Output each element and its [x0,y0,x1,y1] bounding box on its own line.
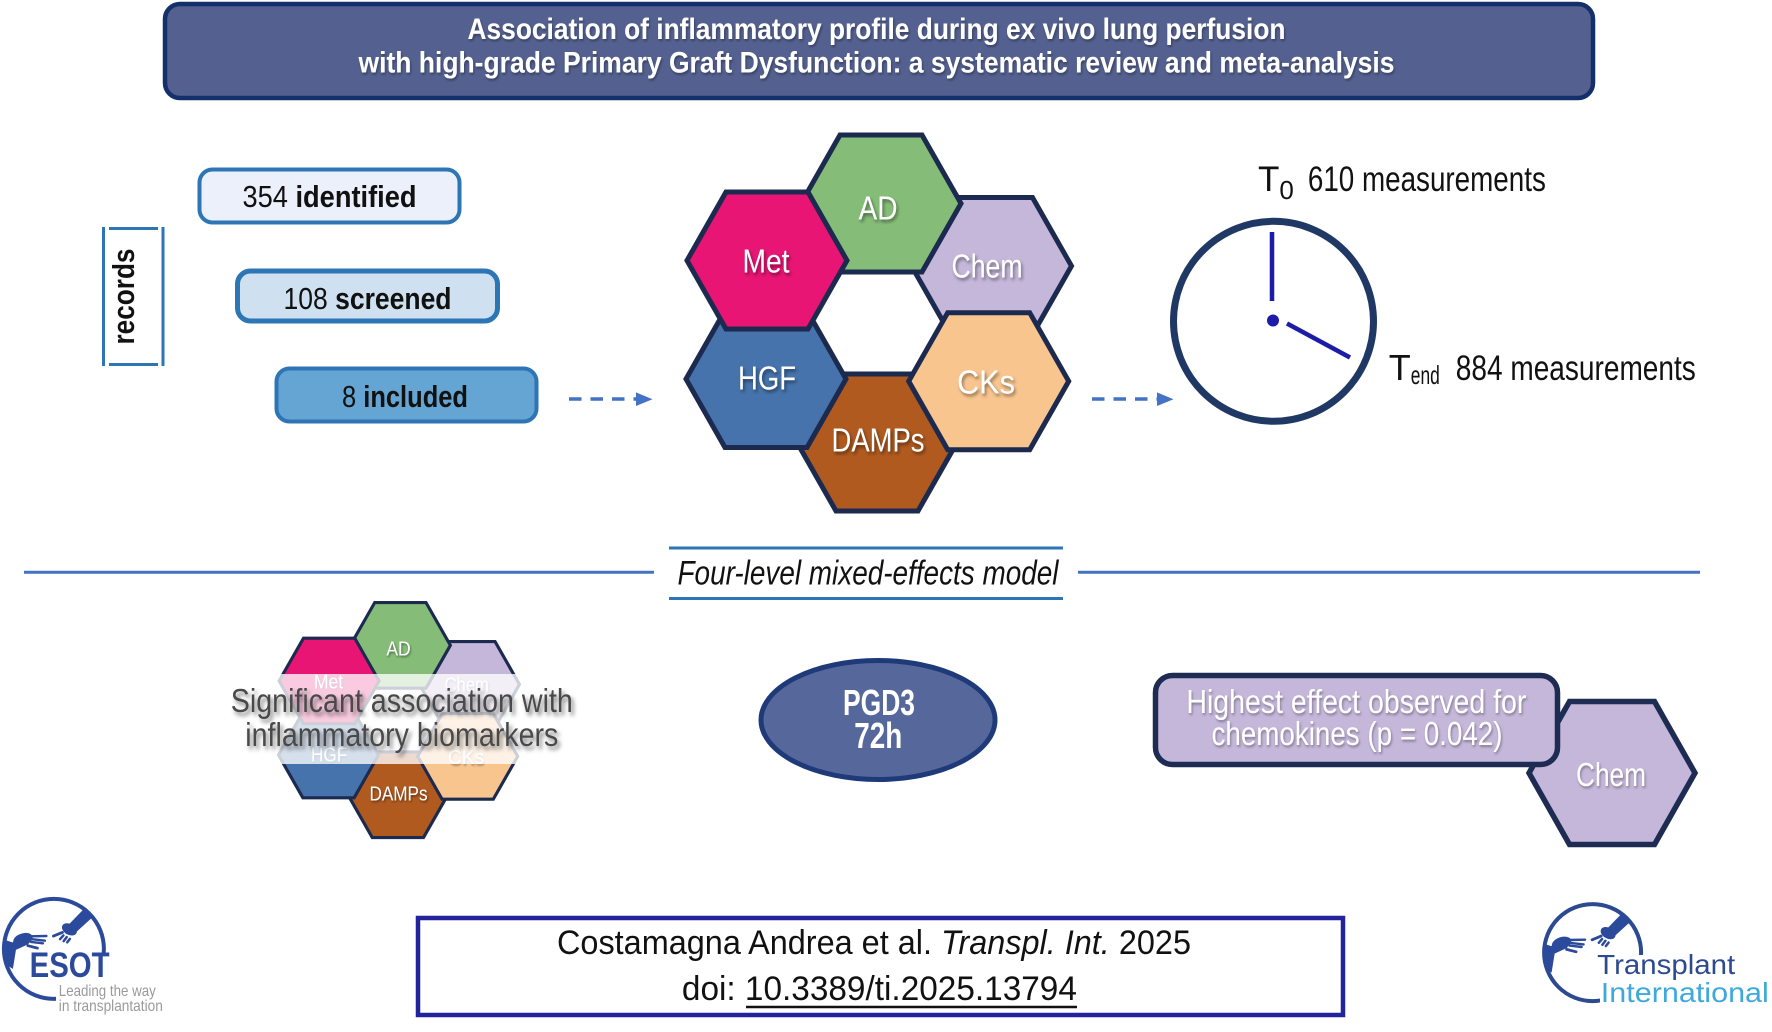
svg-text:Leading the way: Leading the way [59,983,156,1000]
svg-text:AD: AD [859,190,898,227]
svg-text:Chem: Chem [1576,756,1646,793]
svg-text:72h: 72h [854,715,902,756]
svg-text:8 included: 8 included [342,379,468,414]
svg-text:108 screened: 108 screened [284,281,452,316]
svg-text:354 identified: 354 identified [243,179,417,214]
svg-text:CKs: CKs [957,364,1015,401]
svg-text:in transplantation: in transplantation [59,998,163,1015]
svg-text:Costamagna Andrea et al. Trans: Costamagna Andrea et al. Transpl. Int. 2… [557,924,1191,962]
svg-text:records: records [106,249,141,345]
svg-text:DAMPs: DAMPs [832,422,925,459]
svg-text:Association of inflammatory pr: Association of inflammatory profile duri… [468,13,1286,46]
svg-text:ESOT: ESOT [30,946,110,985]
svg-text:Chem: Chem [952,248,1023,285]
svg-text:PGD3: PGD3 [843,682,915,723]
svg-text:HGF: HGF [738,360,796,397]
svg-text:with high-grade Primary Graft: with high-grade Primary Graft Dysfunctio… [358,47,1395,80]
svg-text:Four-level mixed-effects model: Four-level mixed-effects model [678,555,1060,593]
svg-text:International: International [1601,977,1769,1008]
svg-text:Met: Met [743,243,790,280]
svg-text:doi: 10.3389/ti.2025.13794: doi: 10.3389/ti.2025.13794 [682,970,1077,1008]
svg-text:chemokines (p = 0.042): chemokines (p = 0.042) [1212,715,1503,752]
svg-text:inflammatory biomarkers: inflammatory biomarkers [245,716,558,753]
svg-text:Transplant: Transplant [1597,949,1735,980]
svg-text:Highest effect observed for: Highest effect observed for [1186,683,1526,720]
svg-text:Significant association with: Significant association with [231,682,573,719]
